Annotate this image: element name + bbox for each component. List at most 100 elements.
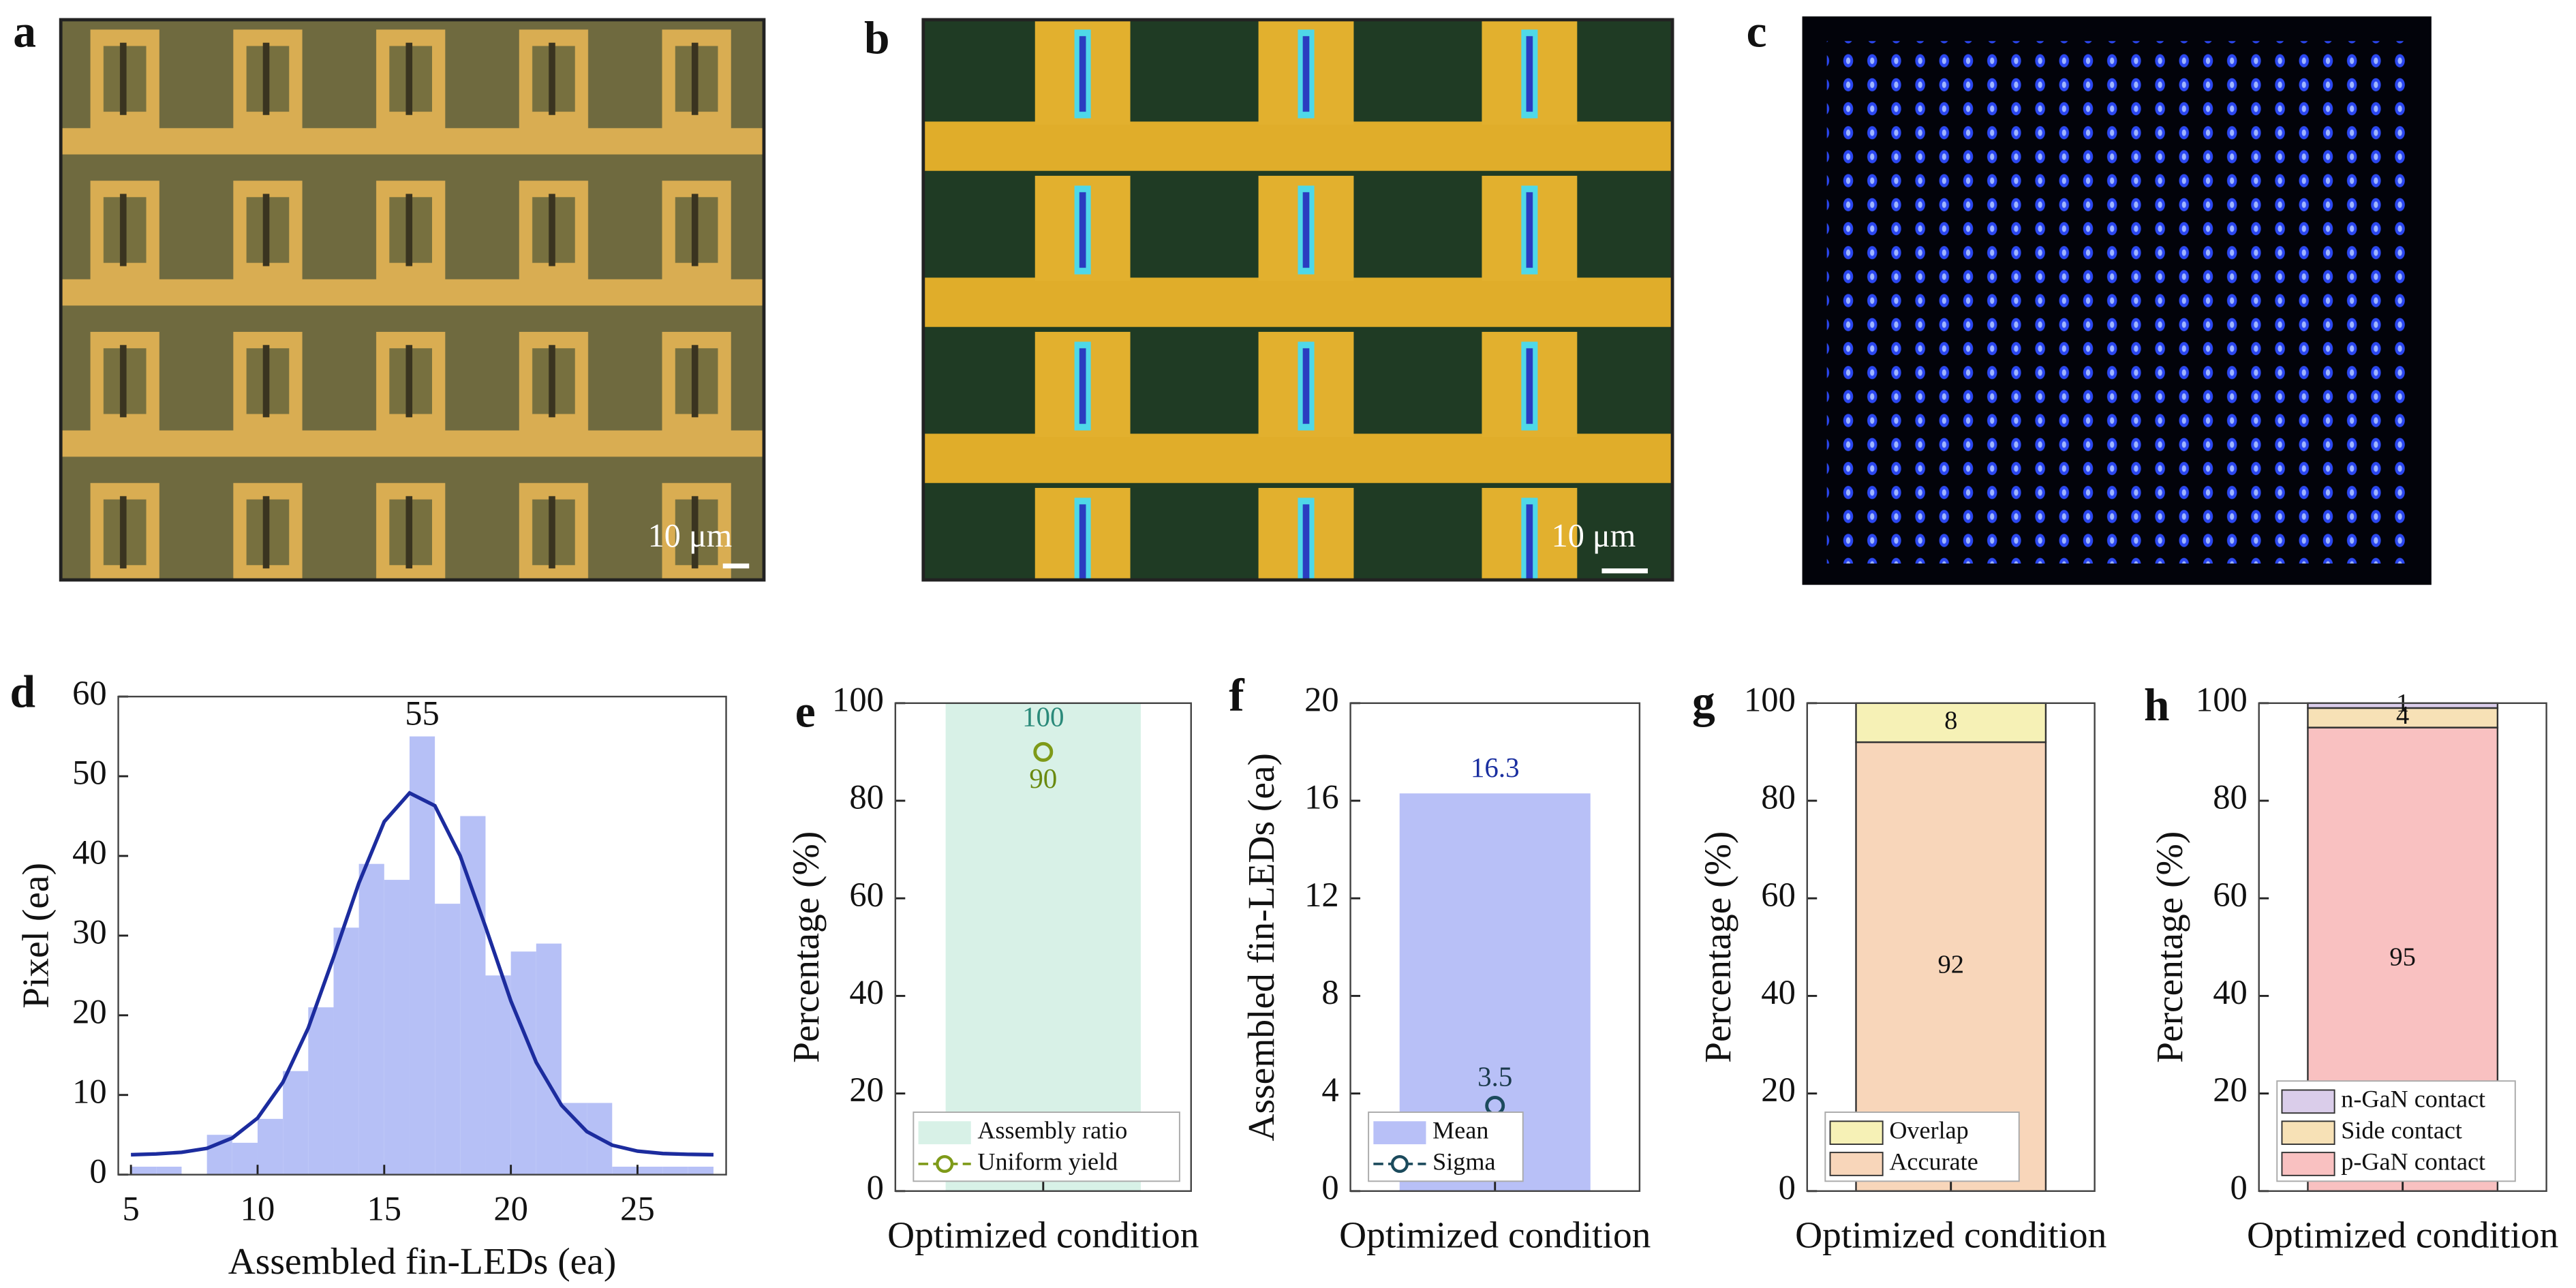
- y-axis-label: Pixel (ea): [15, 863, 57, 1009]
- plot-area: [945, 703, 1141, 1191]
- y-tick-label: 20: [2213, 1071, 2248, 1109]
- y-tick-label: 40: [72, 833, 107, 872]
- value-label: 16.3: [1471, 752, 1520, 783]
- scale-bar: [722, 563, 750, 569]
- y-tick-label: 8: [1321, 973, 1338, 1011]
- chart: f 0 4 8 12 16 20 Assembled fin-LEDs (ea) Optimiz…: [1229, 669, 1651, 1255]
- legend-swatch: [2281, 1152, 2335, 1176]
- plot-frame: [1349, 702, 1641, 1192]
- y-tick-label: 60: [2213, 876, 2248, 914]
- chart: e 0 20 40 60 80 100 Percentage (%) Optimized con…: [785, 680, 1199, 1255]
- legend-label: Assembly ratio: [977, 1116, 1127, 1144]
- hist-bar: [131, 1166, 157, 1175]
- y-tick-label: 20: [1304, 680, 1339, 718]
- hist-bar: [612, 1166, 638, 1175]
- y-tick-label: 80: [2213, 778, 2248, 816]
- y-tick-label: 0: [867, 1168, 884, 1206]
- legend-label: Sigma: [1432, 1148, 1495, 1175]
- y-tick-label: 20: [72, 992, 107, 1030]
- hist-bar: [257, 1118, 283, 1175]
- y-tick-label: 12: [1304, 876, 1339, 914]
- hist-bar: [156, 1166, 182, 1175]
- legend-label: Side contact: [2341, 1116, 2462, 1144]
- y-tick-label: 0: [2230, 1168, 2248, 1206]
- y-tick-label: 40: [849, 973, 884, 1011]
- hist-bar: [485, 975, 511, 1175]
- plot-frame: [1806, 702, 2096, 1192]
- y-tick-label: 50: [72, 754, 107, 792]
- legend-swatch: [936, 1154, 954, 1174]
- micrograph-a: [59, 18, 766, 582]
- y-axis-label: Assembled fin-LEDs (ea): [1240, 753, 1282, 1141]
- bar-segment: [1855, 702, 2047, 743]
- value-label: 95: [2389, 943, 2416, 972]
- x-tick-label: 20: [493, 1190, 528, 1228]
- scale-bar-label: 10 μm: [1552, 518, 1636, 554]
- panel-label: d: [10, 666, 35, 718]
- micrograph-b: [921, 18, 1674, 582]
- y-tick-label: 10: [72, 1072, 107, 1110]
- hist-bar: [384, 880, 410, 1175]
- legend-label: n-GaN contact: [2341, 1086, 2485, 1113]
- legend-label: p-GaN contact: [2341, 1148, 2485, 1175]
- legend-label: Accurate: [1889, 1148, 1978, 1175]
- point: [1033, 741, 1054, 762]
- chart: g 0 20 40 60 80 100 Percentage (%) Optimized con…: [1692, 676, 2106, 1255]
- hist-bar: [308, 1007, 334, 1175]
- y-tick-label: 80: [849, 778, 884, 816]
- hist-bar: [435, 904, 461, 1175]
- hist-bar: [536, 943, 562, 1175]
- y-tick-label: 80: [1761, 778, 1796, 816]
- y-tick-label: 100: [2196, 680, 2248, 718]
- x-tick-label: 5: [122, 1190, 139, 1228]
- hist-bar: [283, 1071, 309, 1175]
- y-tick-label: 0: [1321, 1168, 1338, 1206]
- legend-swatch: [1373, 1121, 1426, 1145]
- annotation: 55: [405, 694, 440, 732]
- x-tick-label: Optimized condition: [1795, 1214, 2106, 1255]
- x-tick-label: 15: [367, 1190, 402, 1228]
- legend-swatch: [2281, 1120, 2335, 1146]
- bar: [945, 703, 1141, 1191]
- x-tick-label: Optimized condition: [1339, 1214, 1651, 1255]
- y-axis-label: Percentage (%): [785, 831, 827, 1063]
- legend-label: Overlap: [1889, 1116, 1968, 1144]
- x-tick-label: Optimized condition: [887, 1214, 1199, 1255]
- plot-frame: [894, 702, 1192, 1192]
- panel-label: e: [795, 686, 816, 737]
- y-tick-label: 0: [89, 1152, 106, 1190]
- y-tick-label: 4: [1321, 1071, 1338, 1109]
- hist-bar: [358, 863, 384, 1175]
- y-tick-label: 100: [1744, 680, 1796, 718]
- legend-label: Uniform yield: [977, 1148, 1118, 1175]
- x-tick-label: 25: [620, 1190, 655, 1228]
- hist-bar: [510, 951, 536, 1175]
- hist-bar: [637, 1166, 663, 1175]
- hist-bar: [662, 1166, 688, 1175]
- scale-bar-label: 10 μm: [648, 518, 733, 554]
- value-label: 90: [1029, 763, 1057, 794]
- y-tick-label: 20: [849, 1071, 884, 1109]
- y-axis-label: Percentage (%): [2149, 831, 2190, 1063]
- y-tick-label: 40: [2213, 973, 2248, 1011]
- hist-bar: [561, 1103, 587, 1175]
- hist-bar: [688, 1166, 714, 1175]
- y-tick-label: 40: [1761, 973, 1796, 1011]
- value-label: 8: [1944, 706, 1957, 735]
- hist-bar: [232, 1142, 258, 1175]
- y-tick-label: 0: [1779, 1168, 1796, 1206]
- value-label: 100: [1022, 701, 1064, 732]
- value-label: 92: [1937, 950, 1964, 979]
- y-tick-label: 60: [849, 876, 884, 914]
- y-tick-label: 100: [832, 680, 884, 718]
- fit-curve: [131, 791, 714, 1157]
- legend-swatch: [918, 1121, 971, 1145]
- hist-bar: [460, 816, 486, 1175]
- panel-label: h: [2144, 679, 2170, 731]
- plot-area: [131, 736, 714, 1175]
- chart: h 0 20 40 60 80 100 Percentage (%) Optimized con…: [2144, 679, 2558, 1255]
